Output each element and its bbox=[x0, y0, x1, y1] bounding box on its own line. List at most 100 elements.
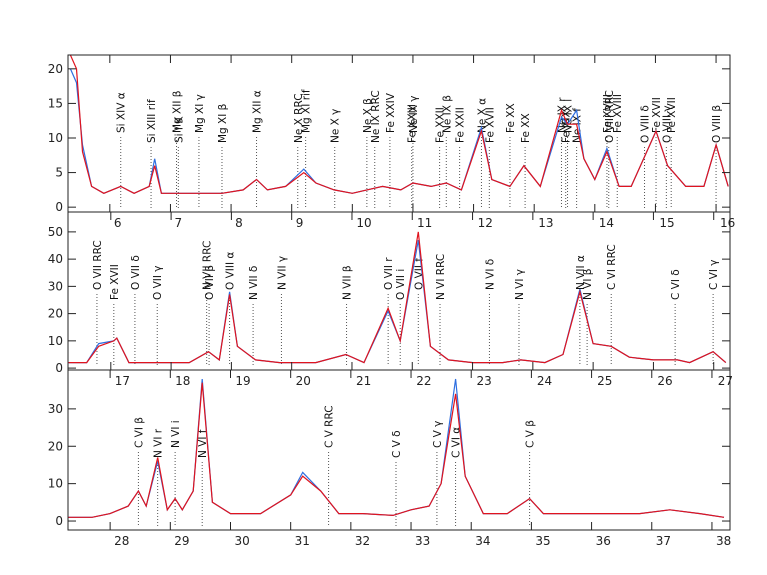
y-tick-label: 10 bbox=[48, 334, 63, 348]
y-tick-label: 50 bbox=[48, 225, 63, 239]
x-tick-label: 15 bbox=[659, 216, 674, 230]
annotation-label: Mg XI γ bbox=[194, 94, 206, 133]
spectrum-line bbox=[68, 382, 725, 518]
annotation-label: Mg XI rif bbox=[301, 89, 313, 133]
annotation-label: Fe XX bbox=[505, 103, 517, 133]
annotation-label: C VI γ bbox=[708, 259, 720, 290]
annotation-label: Ne X γ bbox=[330, 109, 342, 143]
annotation-label: N VII δ bbox=[248, 266, 260, 300]
x-tick-label: 38 bbox=[716, 534, 731, 548]
annotation-label: C V RRC bbox=[324, 405, 336, 448]
x-tick-label: 6 bbox=[114, 216, 122, 230]
spectrum-line bbox=[69, 68, 729, 194]
annotation-label: Fe XXIV bbox=[385, 92, 397, 133]
annotation-label: C VI δ bbox=[670, 269, 682, 300]
annotation-label: Fe XVII bbox=[109, 264, 121, 300]
annotation-label: Fe XXII bbox=[455, 107, 467, 143]
annotation-label: O VII i bbox=[395, 269, 407, 300]
x-tick-label: 18 bbox=[175, 374, 190, 388]
x-tick-label: 19 bbox=[235, 374, 250, 388]
x-tick-label: 36 bbox=[596, 534, 611, 548]
annotation-label: O VII δ bbox=[130, 255, 142, 290]
annotation-label: Si I K bbox=[173, 116, 185, 143]
x-tick-label: 29 bbox=[174, 534, 189, 548]
annotation-label: O VII r bbox=[383, 257, 395, 290]
annotation-label: Ne IX β bbox=[441, 95, 453, 133]
x-tick-label: 17 bbox=[115, 374, 130, 388]
annotation-label: N VII α bbox=[575, 255, 587, 290]
annotation-label: O VIII δ bbox=[640, 105, 652, 143]
annotation-label: C VI RRC bbox=[606, 244, 618, 290]
annotation-label: N VI r bbox=[153, 428, 165, 458]
annotation-label: Ne X RRC bbox=[293, 93, 305, 143]
x-tick-label: 35 bbox=[535, 534, 550, 548]
annotation-label: N VI β bbox=[582, 268, 594, 300]
x-tick-label: 21 bbox=[356, 374, 371, 388]
annotation-label: Mg XII α bbox=[252, 90, 264, 133]
annotation-label: Mg XII β bbox=[172, 91, 184, 134]
y-tick-label: 15 bbox=[48, 96, 63, 110]
y-tick-label: 0 bbox=[55, 514, 63, 528]
annotation-label: Fe XVII bbox=[484, 107, 496, 143]
x-tick-label: 25 bbox=[597, 374, 612, 388]
y-tick-label: 20 bbox=[48, 307, 63, 321]
x-tick-label: 12 bbox=[478, 216, 493, 230]
x-tick-label: 23 bbox=[477, 374, 492, 388]
x-tick-label: 7 bbox=[174, 216, 182, 230]
annotation-label: Fe XIX bbox=[561, 110, 573, 143]
annotation-label: Ne IX γ bbox=[408, 96, 420, 134]
annotation-label: N VI i bbox=[170, 420, 182, 448]
annotation-label: N VII β bbox=[342, 265, 354, 300]
annotation-label: Ne X β bbox=[362, 98, 374, 133]
spectrum-line bbox=[68, 239, 727, 364]
y-tick-label: 0 bbox=[55, 361, 63, 375]
y-tick-label: 5 bbox=[55, 166, 63, 180]
x-tick-label: 20 bbox=[296, 374, 311, 388]
x-tick-label: 33 bbox=[415, 534, 430, 548]
annotation-label: Fe XVIII bbox=[602, 94, 614, 133]
x-tick-label: 11 bbox=[417, 216, 432, 230]
annotation-label: Fe XVIII bbox=[612, 94, 624, 133]
annotation-label: N VI δ bbox=[484, 259, 496, 290]
x-tick-label: 34 bbox=[475, 534, 490, 548]
y-tick-label: 20 bbox=[48, 439, 63, 453]
y-tick-label: 20 bbox=[48, 62, 63, 76]
annotation-label: Fe XXIII bbox=[407, 104, 419, 143]
annotation-label: N VI γ bbox=[514, 269, 526, 300]
spectrum-line bbox=[68, 231, 727, 364]
annotation-label: Fe XVII bbox=[666, 97, 678, 133]
annotation-label: Mg XI β bbox=[217, 104, 229, 143]
annotation-label: Si XIV α bbox=[116, 92, 128, 133]
annotation-label: Ne IX f bbox=[572, 108, 584, 143]
annotation-label: N VII RRC bbox=[202, 241, 214, 290]
annotation-label: Ne IX RRC bbox=[370, 90, 382, 143]
spectrum-line bbox=[69, 55, 729, 194]
y-tick-label: 10 bbox=[48, 131, 63, 145]
annotation-label: C V β bbox=[525, 420, 537, 448]
axes-frame bbox=[67, 369, 731, 531]
x-tick-label: 9 bbox=[296, 216, 304, 230]
annotation-label: C VI β bbox=[133, 417, 145, 448]
annotation-label: O VII RRC bbox=[92, 240, 104, 290]
x-tick-label: 30 bbox=[234, 534, 249, 548]
x-tick-label: 16 bbox=[720, 216, 735, 230]
x-tick-label: 31 bbox=[295, 534, 310, 548]
annotation-label: N VII γ bbox=[276, 256, 288, 290]
x-tick-label: 27 bbox=[718, 374, 733, 388]
x-tick-label: 8 bbox=[235, 216, 243, 230]
y-tick-label: 40 bbox=[48, 252, 63, 266]
y-tick-label: 0 bbox=[55, 200, 63, 214]
x-tick-label: 13 bbox=[538, 216, 553, 230]
annotation-label: Fe XXII bbox=[435, 107, 447, 143]
annotation-label: O VIII β bbox=[711, 105, 723, 143]
annotation-label: Fe XX bbox=[520, 113, 532, 143]
axes-frame bbox=[67, 54, 731, 213]
annotation-label: Si XIII rif bbox=[146, 99, 158, 143]
annotation-label: C V γ bbox=[432, 421, 444, 448]
annotation-label: C V δ bbox=[391, 430, 403, 458]
annotation-label: O VIII α bbox=[225, 252, 237, 290]
